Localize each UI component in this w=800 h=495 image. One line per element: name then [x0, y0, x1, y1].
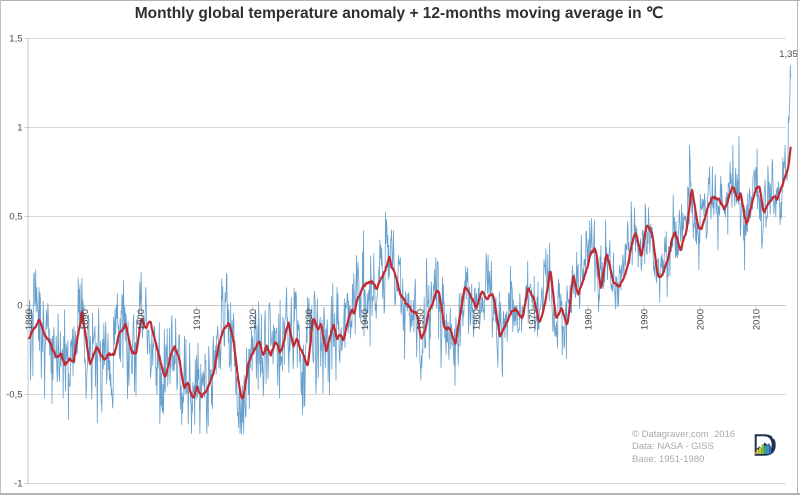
svg-text:1,35: 1,35	[779, 49, 798, 60]
svg-text:1930: 1930	[304, 309, 315, 330]
svg-text:1890: 1890	[80, 309, 91, 330]
svg-text:1920: 1920	[248, 309, 259, 330]
svg-text:-1: -1	[14, 479, 22, 490]
svg-text:1900: 1900	[136, 309, 147, 330]
svg-text:1950: 1950	[416, 309, 427, 330]
svg-text:1910: 1910	[192, 309, 203, 330]
svg-text:0,5: 0,5	[9, 212, 22, 223]
svg-text:1,5: 1,5	[9, 34, 22, 45]
svg-text:2000: 2000	[696, 309, 707, 330]
svg-text:0: 0	[17, 301, 22, 312]
svg-text:1940: 1940	[360, 309, 371, 330]
svg-text:1: 1	[17, 123, 22, 134]
svg-text:1880: 1880	[24, 309, 35, 330]
svg-text:1970: 1970	[528, 309, 539, 330]
svg-text:2010: 2010	[751, 309, 762, 330]
svg-text:1960: 1960	[472, 309, 483, 330]
svg-text:-0,5: -0,5	[6, 390, 22, 401]
svg-text:1990: 1990	[640, 309, 651, 330]
svg-text:1980: 1980	[584, 309, 595, 330]
